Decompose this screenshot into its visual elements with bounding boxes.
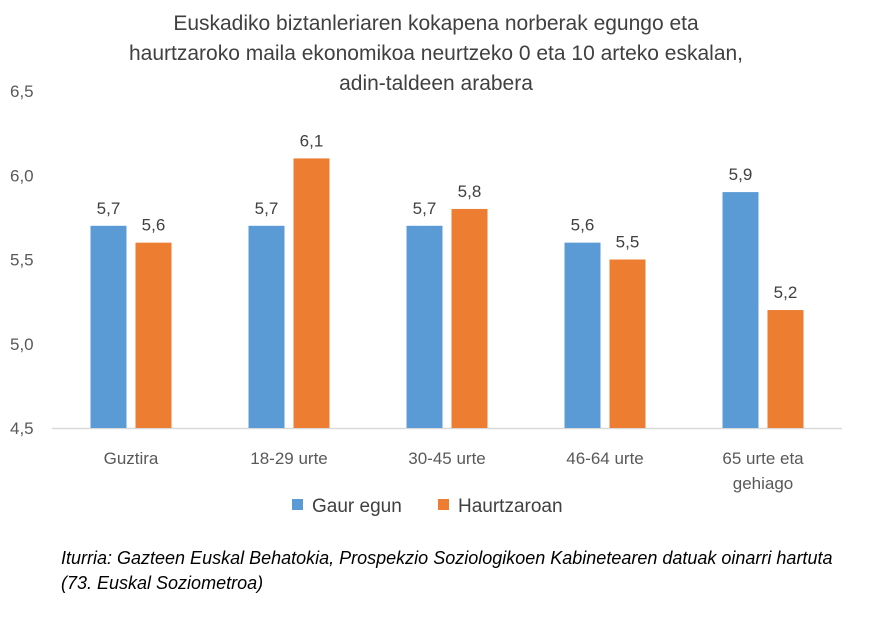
bar — [90, 225, 127, 428]
y-tick-label: 6,5 — [10, 82, 34, 101]
data-label: 5,8 — [458, 182, 482, 201]
data-label: 5,6 — [571, 216, 595, 235]
x-tick-label: 18-29 urte — [250, 449, 328, 468]
data-label: 5,9 — [729, 165, 753, 184]
y-tick-label: 6,0 — [10, 166, 34, 185]
bar — [293, 158, 330, 428]
data-label: 5,7 — [413, 199, 437, 218]
data-labels: 5,7 5,7 5,7 5,6 5,9 5,6 6,1 5,8 5,5 5,2 — [97, 131, 798, 302]
data-label: 5,5 — [616, 233, 640, 252]
chart-title-line: haurtzaroko maila ekonomikoa neurtzeko 0… — [129, 42, 743, 65]
y-tick-label: 5,5 — [10, 251, 34, 270]
y-axis-ticks: 4,5 5,0 5,5 6,0 6,5 — [10, 82, 34, 438]
x-tick-label: gehiago — [733, 474, 794, 493]
chart-title: Euskadiko biztanleriaren kokapena norber… — [129, 12, 743, 95]
data-label: 5,7 — [255, 199, 279, 218]
bar — [564, 242, 601, 428]
bar — [135, 242, 172, 428]
data-label: 5,7 — [97, 199, 121, 218]
source-note: Iturria: Gazteen Euskal Behatokia, Prosp… — [61, 548, 833, 593]
x-tick-label: 65 urte eta — [722, 449, 804, 468]
bar — [609, 259, 646, 428]
legend: Gaur egun Haurtzaroan — [292, 496, 563, 517]
bar — [722, 192, 759, 428]
legend-label: Haurtzaroan — [458, 496, 563, 517]
legend-label: Gaur egun — [312, 496, 402, 517]
y-tick-label: 4,5 — [10, 419, 34, 438]
y-tick-label: 5,0 — [10, 335, 34, 354]
legend-swatch — [292, 499, 303, 510]
data-label: 6,1 — [300, 131, 324, 150]
x-tick-label: 30-45 urte — [408, 449, 486, 468]
chart-title-line: Euskadiko biztanleriaren kokapena norber… — [173, 12, 699, 35]
bars — [90, 158, 804, 428]
data-label: 5,6 — [142, 216, 166, 235]
bar — [248, 225, 285, 428]
data-label: 5,2 — [774, 283, 798, 302]
bar — [406, 225, 443, 428]
x-tick-label: 46-64 urte — [566, 449, 644, 468]
bar — [767, 310, 804, 428]
chart-title-line: adin-taldeen arabera — [339, 72, 533, 95]
bar — [451, 208, 488, 428]
legend-swatch — [438, 499, 449, 510]
x-axis-ticks: Guztira 18-29 urte 30-45 urte 46-64 urte 65 … — [104, 449, 805, 493]
x-tick-label: Guztira — [104, 449, 159, 468]
